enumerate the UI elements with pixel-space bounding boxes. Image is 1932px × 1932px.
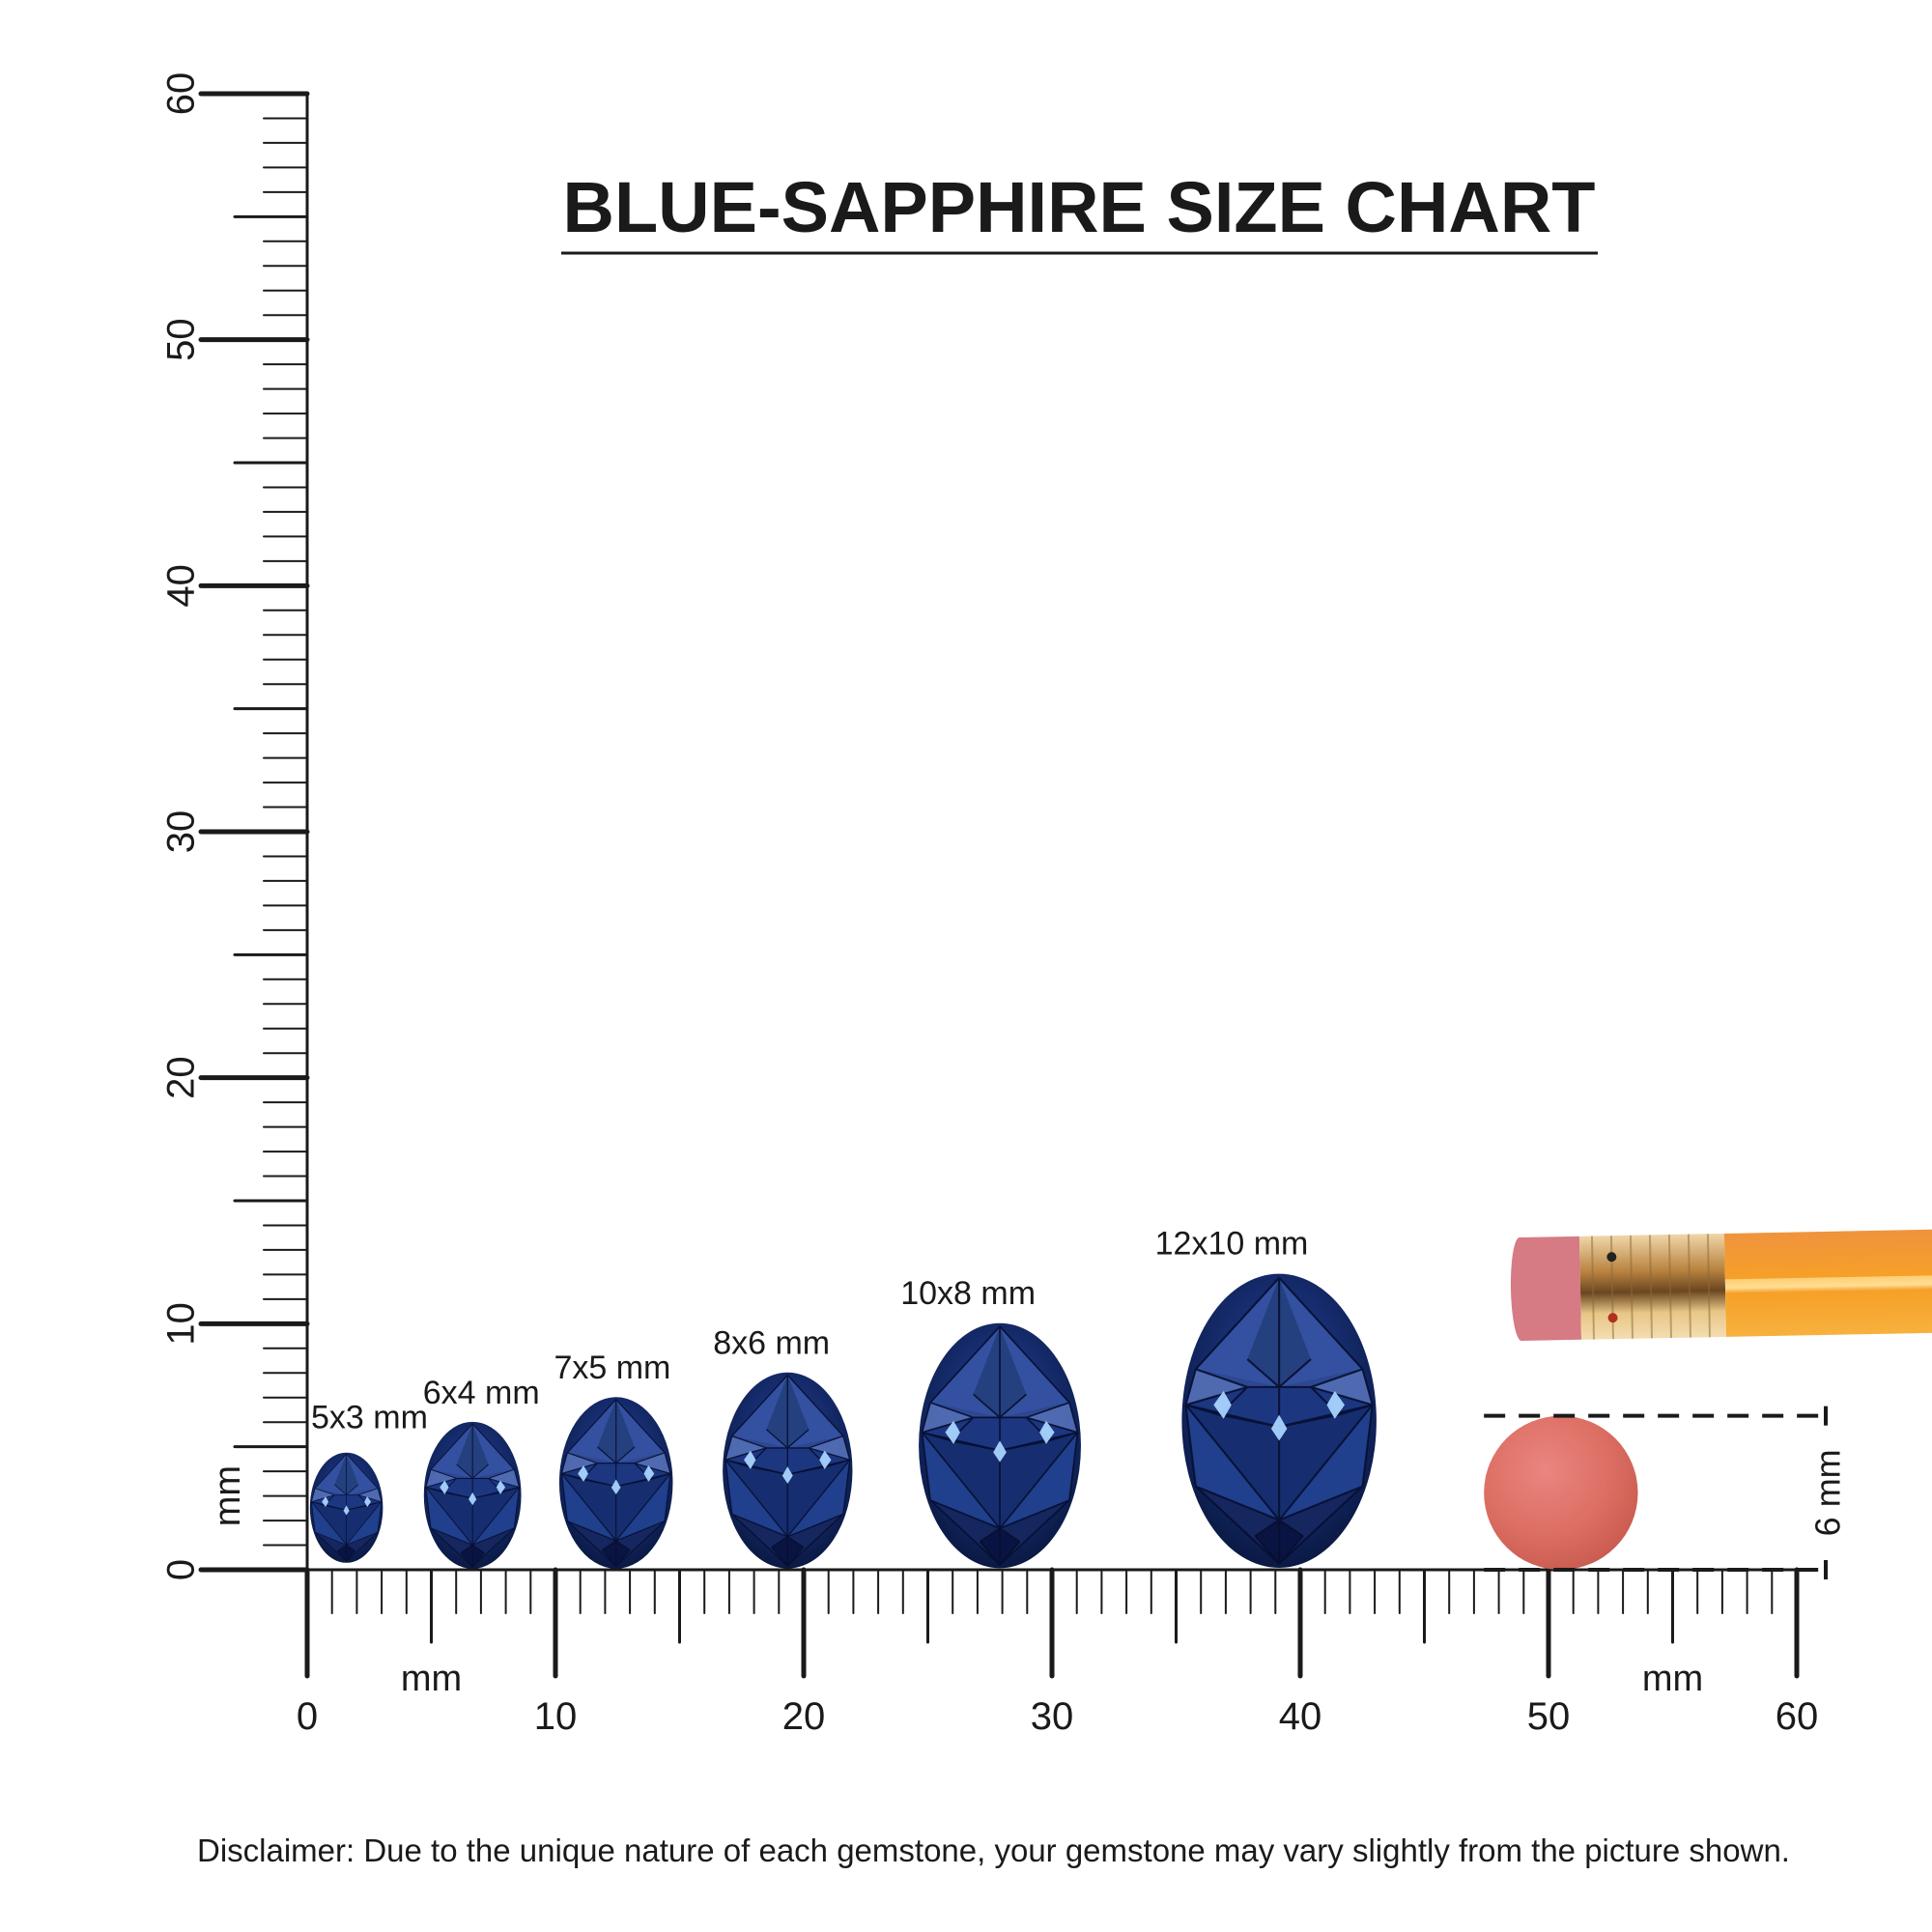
- svg-text:0: 0: [160, 1559, 203, 1580]
- svg-text:Disclaimer: Due to the unique: Disclaimer: Due to the unique nature of …: [197, 1833, 1790, 1868]
- svg-text:mm: mm: [401, 1659, 462, 1699]
- svg-text:mm: mm: [1642, 1659, 1703, 1699]
- svg-text:60: 60: [1776, 1695, 1819, 1738]
- svg-text:30: 30: [1031, 1695, 1074, 1738]
- svg-text:7x5 mm: 7x5 mm: [554, 1350, 670, 1386]
- svg-text:50: 50: [1527, 1695, 1571, 1738]
- svg-text:30: 30: [160, 810, 203, 854]
- svg-text:5x3 mm: 5x3 mm: [311, 1400, 428, 1436]
- svg-text:6 mm: 6 mm: [1808, 1449, 1848, 1536]
- svg-text:40: 40: [160, 564, 203, 608]
- svg-text:10: 10: [160, 1302, 203, 1346]
- svg-text:mm: mm: [208, 1465, 248, 1526]
- svg-text:10x8 mm: 10x8 mm: [900, 1275, 1036, 1312]
- svg-text:60: 60: [160, 72, 203, 116]
- svg-text:12x10 mm: 12x10 mm: [1155, 1226, 1309, 1263]
- svg-text:40: 40: [1279, 1695, 1322, 1738]
- svg-text:10: 10: [534, 1695, 578, 1738]
- svg-text:BLUE-SAPPHIRE SIZE CHART: BLUE-SAPPHIRE SIZE CHART: [563, 167, 1596, 247]
- svg-text:20: 20: [160, 1056, 203, 1099]
- svg-text:6x4 mm: 6x4 mm: [423, 1375, 540, 1411]
- svg-text:20: 20: [782, 1695, 826, 1738]
- svg-text:8x6 mm: 8x6 mm: [713, 1324, 830, 1361]
- svg-text:0: 0: [297, 1695, 318, 1738]
- svg-text:50: 50: [160, 318, 203, 361]
